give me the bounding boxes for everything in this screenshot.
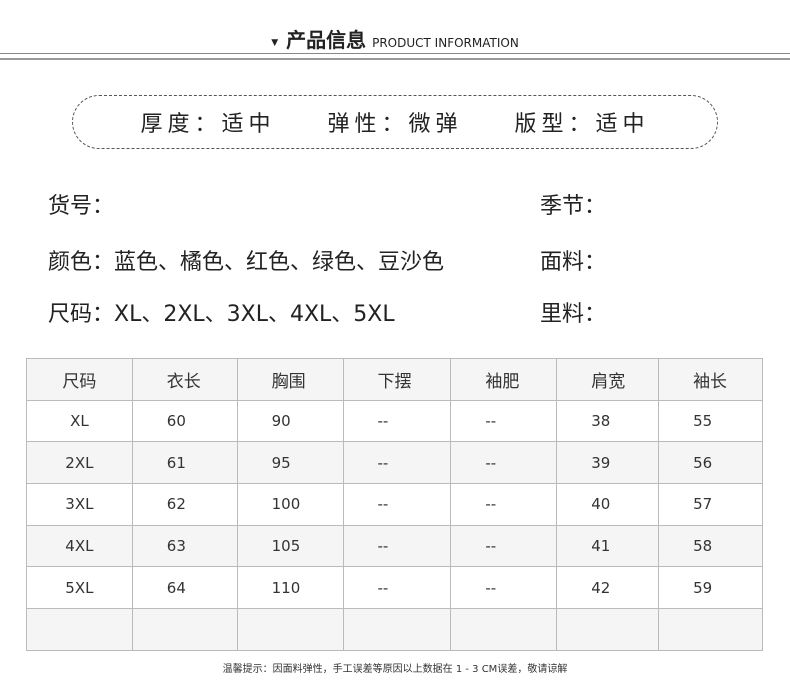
table-cell: 55 (658, 399, 763, 443)
table-cell: 5XL (26, 566, 133, 610)
section-header: ▼ 产品信息 PRODUCT INFORMATION (0, 24, 790, 53)
table-cell: 尺码 (26, 358, 133, 401)
size-table: 尺码 衣长 胸围 下摆 袖肥 肩宽 袖长 XL 60 90 -- -- 38 55 2XL 61 95 -- -- 3… (26, 358, 763, 651)
table-cell: 胸围 (236, 358, 344, 401)
table-cell: 56 (658, 441, 763, 485)
table-cell: -- (450, 566, 558, 610)
triangle-down-icon: ▼ (271, 37, 279, 48)
table-cell: -- (342, 441, 452, 485)
table-cell: -- (450, 483, 558, 526)
table-cell: 38 (556, 399, 660, 443)
table-cell: -- (450, 441, 558, 485)
table-cell: 60 (131, 399, 238, 443)
table-cell (556, 608, 660, 651)
table-row (26, 608, 763, 651)
sizes: 尺码：XL、2XL、3XL、4XL、5XL (48, 302, 395, 327)
table-cell: -- (342, 566, 452, 610)
table-cell: 95 (236, 441, 344, 485)
size-note: 温馨提示：因面料弹性，手工误差等原因以上数据在 1 - 3 CM误差，敬请谅解 (222, 664, 568, 675)
divider (0, 58, 790, 60)
table-row: 2XL 61 95 -- -- 39 56 (26, 441, 763, 485)
table-row: 5XL 64 110 -- -- 42 59 (26, 566, 763, 610)
table-cell: 衣长 (131, 358, 238, 401)
table-cell: 下摆 (342, 358, 452, 401)
table-cell (131, 608, 238, 651)
section-subtitle: PRODUCT INFORMATION (372, 36, 519, 50)
lining: 里料： (540, 302, 607, 327)
table-cell: 39 (556, 441, 660, 485)
table-cell: 58 (658, 524, 763, 568)
section-title: 产品信息 (286, 28, 367, 52)
season: 季节： (540, 194, 607, 219)
table-cell: 59 (658, 566, 763, 610)
table-cell: XL (26, 399, 133, 443)
fit: 版型：适中 (514, 112, 650, 137)
table-row: XL 60 90 -- -- 38 55 (26, 399, 763, 443)
table-cell: -- (342, 524, 452, 568)
divider (0, 53, 790, 54)
table-cell (658, 608, 763, 651)
table-row: 3XL 62 100 -- -- 40 57 (26, 483, 763, 526)
table-cell (450, 608, 558, 651)
table-cell: 肩宽 (556, 358, 660, 401)
table-cell: -- (342, 483, 452, 526)
table-cell: -- (342, 399, 452, 443)
table-cell: 61 (131, 441, 238, 485)
table-cell (236, 608, 344, 651)
table-cell: 105 (236, 524, 344, 568)
table-cell: 袖肥 (450, 358, 558, 401)
attributes-box: 厚度：适中 弹性：微弹 版型：适中 (72, 95, 718, 149)
fabric: 面料： (540, 250, 607, 275)
table-row: 4XL 63 105 -- -- 41 58 (26, 524, 763, 568)
table-cell: 41 (556, 524, 660, 568)
table-cell: 57 (658, 483, 763, 526)
elasticity: 弹性：微弹 (327, 112, 463, 137)
table-cell: 袖长 (658, 358, 763, 401)
table-cell (26, 608, 133, 651)
colors: 颜色：蓝色、橘色、红色、绿色、豆沙色 (48, 250, 445, 275)
table-cell: 110 (236, 566, 344, 610)
table-cell: 3XL (26, 483, 133, 526)
table-cell: 2XL (26, 441, 133, 485)
table-cell: -- (450, 399, 558, 443)
table-cell: 42 (556, 566, 660, 610)
item-no: 货号： (48, 194, 115, 219)
table-header-row: 尺码 衣长 胸围 下摆 袖肥 肩宽 袖长 (26, 358, 763, 401)
table-cell: -- (450, 524, 558, 568)
table-cell: 100 (236, 483, 344, 526)
table-cell: 62 (131, 483, 238, 526)
table-cell: 4XL (26, 524, 133, 568)
table-cell: 40 (556, 483, 660, 526)
table-cell: 64 (131, 566, 238, 610)
table-cell: 63 (131, 524, 238, 568)
table-cell (342, 608, 452, 651)
thickness: 厚度：适中 (140, 112, 276, 137)
table-cell: 90 (236, 399, 344, 443)
